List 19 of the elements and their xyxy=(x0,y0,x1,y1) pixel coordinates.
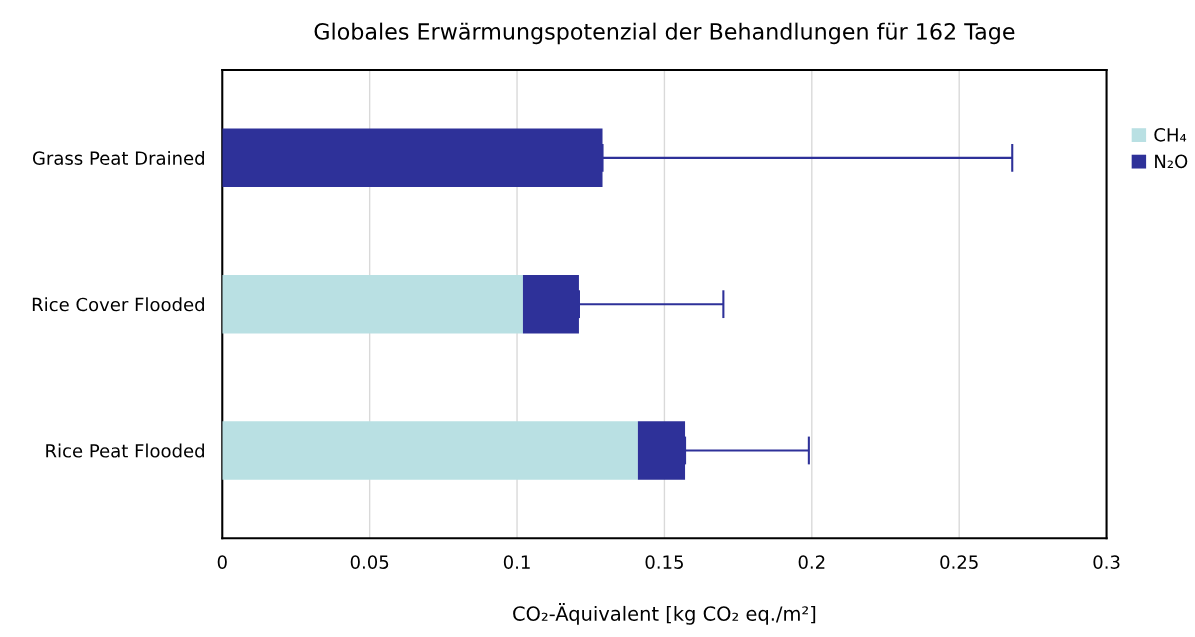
chart-title: Globales Erwärmungspotenzial der Behandlungen für 162 Tage xyxy=(314,22,1015,45)
x-tick-label: 0 xyxy=(217,555,227,569)
x-tick-label: 0.25 xyxy=(940,555,978,569)
bar xyxy=(637,421,686,480)
x-tick-label: 0.05 xyxy=(350,555,389,569)
legend-label: N₂O xyxy=(1155,154,1188,169)
x-tick-label: 0.3 xyxy=(1093,555,1120,569)
x-axis-title: CO₂-Äquivalent [kg CO₂ eq./m²] xyxy=(513,602,816,625)
bar xyxy=(222,421,638,480)
y-tick-label: Grass Peat Drained xyxy=(32,151,204,165)
y-tick-label: Rice Peat Flooded xyxy=(46,443,204,458)
bar xyxy=(222,274,523,334)
legend-label: CH₄ xyxy=(1154,127,1187,142)
x-tick-label: 0.15 xyxy=(645,555,683,569)
x-tick-label: 0.1 xyxy=(503,555,530,569)
y-tick-label: Rice Cover Flooded xyxy=(32,297,204,312)
bar xyxy=(222,128,603,188)
x-tick-label: 0.2 xyxy=(798,555,825,569)
bar xyxy=(522,274,579,334)
